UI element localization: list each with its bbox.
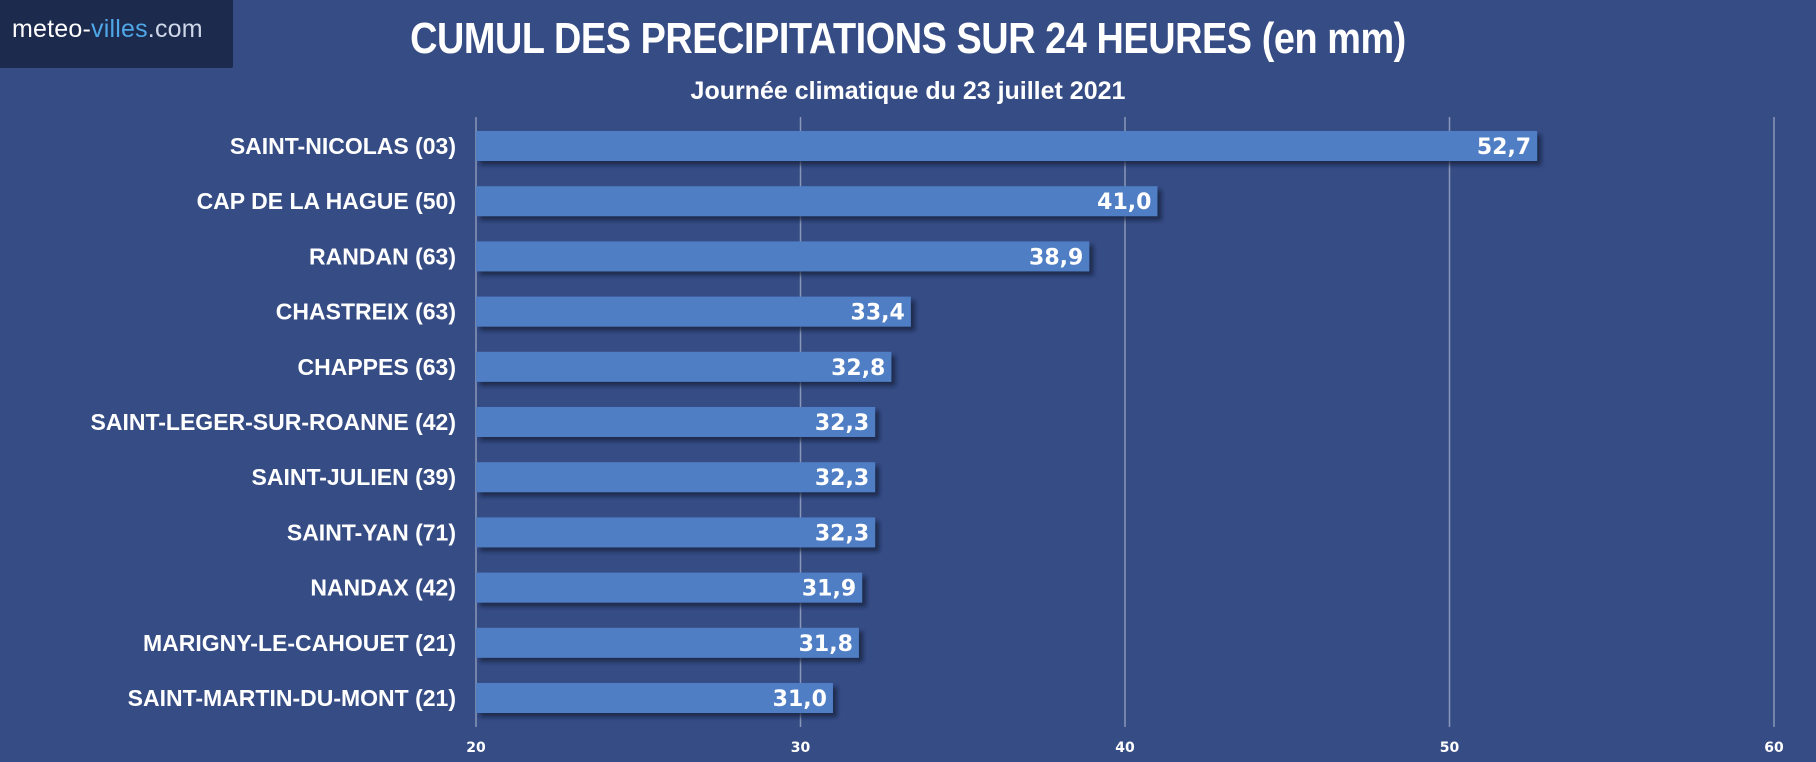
bar [476, 351, 892, 382]
category-label: SAINT-YAN (71) [287, 519, 456, 545]
x-axis-ticks: 20 30 40 50 60 [466, 740, 1784, 756]
value-labels: 52,7 41,0 38,9 33,4 32,8 32,3 32,3 32,3 31,9 31,8… [773, 135, 1531, 712]
data-label: 32,3 [815, 521, 869, 546]
brand-part1: meteo- [12, 15, 92, 43]
brand-part3: .com [147, 15, 203, 43]
x-tick-label: 60 [1764, 740, 1784, 756]
category-label: SAINT-JULIEN (39) [252, 464, 456, 490]
bar [476, 296, 911, 327]
bar [476, 517, 876, 548]
bar [476, 627, 859, 658]
category-label: CAP DE LA HAGUE (50) [197, 188, 456, 214]
brand-logo[interactable]: meteo-villes.com [0, 0, 233, 68]
data-label: 38,9 [1029, 245, 1083, 270]
bar [476, 131, 1538, 161]
category-label: CHASTREIX (63) [276, 299, 456, 325]
bar-series [476, 131, 1538, 713]
bar [476, 572, 863, 603]
data-label: 32,8 [831, 356, 885, 381]
bar [476, 462, 876, 493]
category-label: CHAPPES (63) [298, 354, 456, 380]
data-label: 31,9 [802, 577, 856, 602]
data-label: 33,4 [851, 301, 905, 326]
x-tick-label: 40 [1115, 740, 1135, 756]
data-label: 52,7 [1477, 135, 1531, 160]
data-label: 41,0 [1097, 190, 1151, 215]
category-label: SAINT-NICOLAS (03) [230, 133, 456, 159]
category-labels: SAINT-NICOLAS (03) CAP DE LA HAGUE (50) RA… [91, 133, 456, 711]
chart-title: CUMUL DES PRECIPITATIONS SUR 24 HEURES (… [410, 14, 1406, 63]
chart-subtitle: Journée climatique du 23 juillet 2021 [690, 77, 1126, 105]
bar [476, 186, 1158, 217]
x-tick-label: 50 [1440, 740, 1460, 756]
category-label: SAINT-MARTIN-DU-MONT (21) [128, 685, 456, 711]
brand-part2: villes [91, 15, 148, 43]
x-tick-label: 20 [466, 740, 486, 756]
data-label: 31,8 [799, 632, 853, 657]
data-label: 32,3 [815, 411, 869, 436]
category-label: MARIGNY-LE-CAHOUET (21) [143, 630, 456, 656]
category-label: NANDAX (42) [310, 575, 456, 601]
category-label: RANDAN (63) [309, 243, 456, 269]
x-tick-label: 30 [791, 740, 811, 756]
bar [476, 241, 1090, 272]
data-label: 32,3 [815, 466, 869, 491]
category-label: SAINT-LEGER-SUR-ROANNE (42) [91, 409, 456, 435]
data-label: 31,0 [773, 687, 827, 712]
bar [476, 407, 876, 437]
bar [476, 683, 833, 713]
